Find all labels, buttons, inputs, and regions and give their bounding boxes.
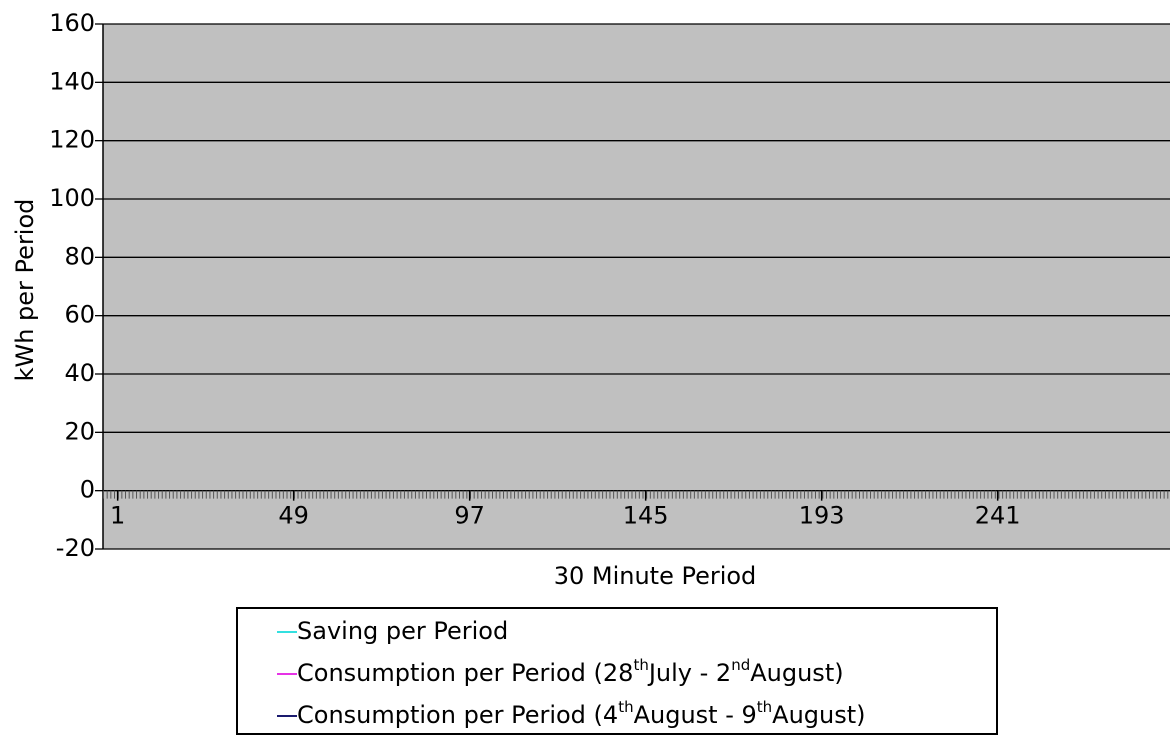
- x-tick-label: 97: [454, 502, 485, 530]
- y-tick-label: 80: [64, 242, 95, 270]
- y-tick-label: 100: [49, 184, 95, 212]
- y-tick-label: 20: [64, 417, 95, 445]
- y-tick-label: -20: [56, 534, 95, 562]
- y-tick-label: 40: [64, 359, 95, 387]
- y-tick-label: 160: [49, 9, 95, 37]
- legend-box: [236, 607, 998, 735]
- legend-label: Saving per Period: [297, 617, 508, 645]
- x-tick-label: 145: [623, 502, 669, 530]
- x-tick-label: 241: [975, 502, 1021, 530]
- legend-label: Consumption per Period (4thAugust - 9thA…: [297, 698, 866, 730]
- plot-background: [103, 24, 1170, 549]
- y-tick-label: 120: [49, 126, 95, 154]
- legend-label: Consumption per Period (28thJuly - 2ndAu…: [297, 656, 844, 688]
- x-axis-title: 30 Minute Period: [554, 562, 757, 590]
- x-tick-label: 1: [110, 502, 125, 530]
- x-tick-label: 49: [278, 502, 309, 530]
- x-tick-label: 193: [799, 502, 845, 530]
- y-axis-title: kWh per Period: [11, 199, 39, 382]
- y-tick-label: 140: [49, 67, 95, 95]
- y-tick-label: 60: [64, 301, 95, 329]
- y-tick-label: 0: [80, 476, 95, 504]
